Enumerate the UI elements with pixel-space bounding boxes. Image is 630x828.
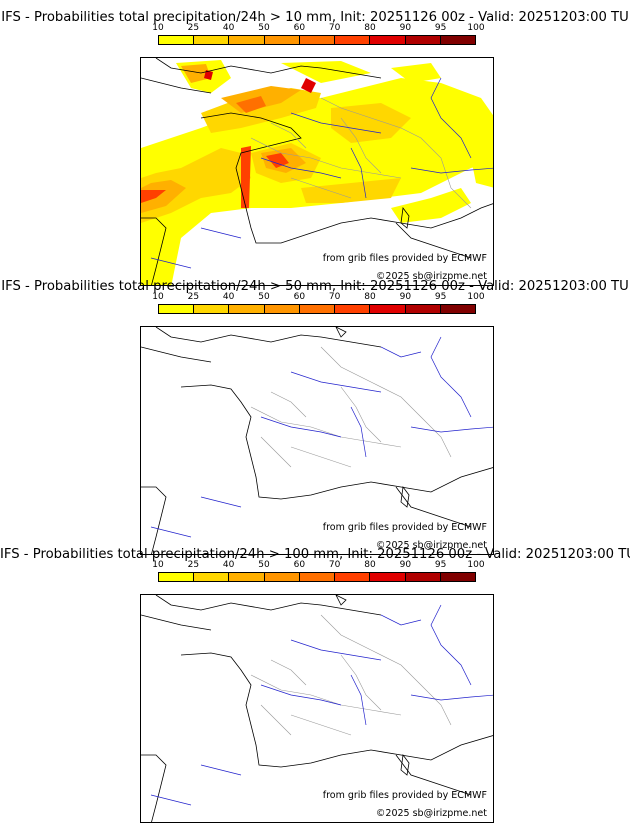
- credit-copyright: ©2025 sb@irizpme.net: [375, 808, 487, 819]
- colorbar-tick-label: 70: [328, 292, 341, 302]
- colorbar-segment: [299, 573, 336, 581]
- colorbar-tick-label: 90: [399, 23, 412, 33]
- colorbar-segment: [405, 36, 441, 44]
- colorbar-segment: [194, 305, 230, 313]
- panel-title: IFS - Probabilities total precipitation/…: [1, 279, 629, 294]
- borders: [250, 346, 452, 468]
- credit-source: from grib files provided by ECMWF: [322, 253, 487, 264]
- colorbar-tick-label: 40: [222, 560, 235, 570]
- colorbar-tick-label: 40: [222, 292, 235, 302]
- colorbar-tick-label: 60: [293, 292, 306, 302]
- map-canvas: [141, 58, 493, 285]
- colorbar-segment: [264, 36, 300, 44]
- panel-title: IFS - Probabilities total precipitation/…: [1, 10, 629, 25]
- rivers: [150, 336, 493, 538]
- colorbar-segment: [229, 36, 265, 44]
- map-canvas: [141, 327, 493, 554]
- coastlines: [141, 58, 493, 285]
- colorbar-tick-label: 100: [467, 23, 485, 33]
- colorbar-tick-label: 100: [467, 560, 485, 570]
- colorbar-tick-label: 50: [258, 292, 270, 302]
- borders: [250, 614, 452, 736]
- colorbar-segment: [159, 573, 195, 581]
- colorbar-ticks: 10 25 40 50 60 70 80 90 95 100: [152, 560, 484, 572]
- map-frame: from grib files provided by ECMWF ©2025 …: [140, 57, 494, 286]
- credit-copyright: ©2025 sb@irizpme.net: [375, 271, 487, 282]
- colorbar-segment: [229, 573, 265, 581]
- colorbar-segment: [194, 36, 230, 44]
- colorbar-tick-label: 95: [434, 560, 447, 570]
- colorbar: [158, 572, 476, 582]
- credit-copyright: ©2025 sb@irizpme.net: [375, 540, 487, 551]
- colorbar-segment: [299, 36, 336, 44]
- colorbar-segment: [335, 573, 371, 581]
- colorbar-segment: [440, 36, 475, 44]
- colorbar-segment: [159, 36, 195, 44]
- colorbar-segment: [264, 305, 300, 313]
- colorbar-segment: [194, 573, 230, 581]
- credit-source: from grib files provided by ECMWF: [322, 522, 487, 533]
- colorbar-tick-label: 25: [187, 23, 200, 33]
- colorbar-tick-label: 95: [434, 292, 447, 302]
- colorbar-tick-label: 10: [152, 292, 164, 302]
- map-frame: from grib files provided by ECMWF ©2025 …: [140, 326, 494, 555]
- colorbar-ticks: 10 25 40 50 60 70 80 90 95 100: [152, 292, 484, 304]
- panel-title: IFS - Probabilities total precipitation/…: [0, 547, 630, 562]
- panel-100mm: IFS - Probabilities total precipitation/…: [0, 547, 630, 823]
- rivers: [150, 77, 493, 269]
- colorbar-tick-label: 70: [328, 560, 341, 570]
- colorbar-tick-label: 100: [467, 292, 485, 302]
- colorbar-tick-label: 70: [328, 23, 341, 33]
- colorbar-tick-label: 25: [187, 560, 200, 570]
- colorbar: [158, 35, 476, 45]
- colorbar-segment: [370, 573, 406, 581]
- colorbar-segment: [159, 305, 195, 313]
- colorbar-segment: [370, 36, 406, 44]
- colorbar-tick-label: 60: [293, 23, 306, 33]
- colorbar-segment: [440, 305, 475, 313]
- colorbar-tick-label: 80: [364, 292, 376, 302]
- colorbar-segment: [335, 36, 371, 44]
- borders: [250, 97, 472, 209]
- map-frame: from grib files provided by ECMWF ©2025 …: [140, 594, 494, 823]
- rivers: [150, 604, 493, 806]
- colorbar-tick-label: 90: [399, 560, 412, 570]
- colorbar-segment: [299, 305, 336, 313]
- colorbar-tick-label: 50: [258, 23, 270, 33]
- colorbar-tick-label: 40: [222, 23, 235, 33]
- colorbar: [158, 304, 476, 314]
- colorbar-segment: [229, 305, 265, 313]
- colorbar-segment: [405, 573, 441, 581]
- credit-source: from grib files provided by ECMWF: [322, 790, 487, 801]
- colorbar-tick-label: 50: [258, 560, 270, 570]
- panel-10mm: IFS - Probabilities total precipitation/…: [0, 10, 630, 286]
- colorbar-segment: [335, 305, 371, 313]
- colorbar-segment: [264, 573, 300, 581]
- colorbar-tick-label: 80: [364, 23, 376, 33]
- colorbar-tick-label: 10: [152, 23, 164, 33]
- coastlines: [141, 327, 493, 554]
- colorbar-tick-label: 90: [399, 292, 412, 302]
- colorbar-tick-label: 10: [152, 560, 164, 570]
- colorbar-segment: [370, 305, 406, 313]
- colorbar-tick-label: 95: [434, 23, 447, 33]
- map-canvas: [141, 595, 493, 822]
- colorbar-tick-label: 60: [293, 560, 306, 570]
- panel-50mm: IFS - Probabilities total precipitation/…: [0, 279, 630, 555]
- colorbar-tick-label: 25: [187, 292, 200, 302]
- coastlines: [141, 595, 493, 822]
- colorbar-segment: [405, 305, 441, 313]
- colorbar-tick-label: 80: [364, 560, 376, 570]
- colorbar-segment: [440, 573, 475, 581]
- colorbar-ticks: 10 25 40 50 60 70 80 90 95 100: [152, 23, 484, 35]
